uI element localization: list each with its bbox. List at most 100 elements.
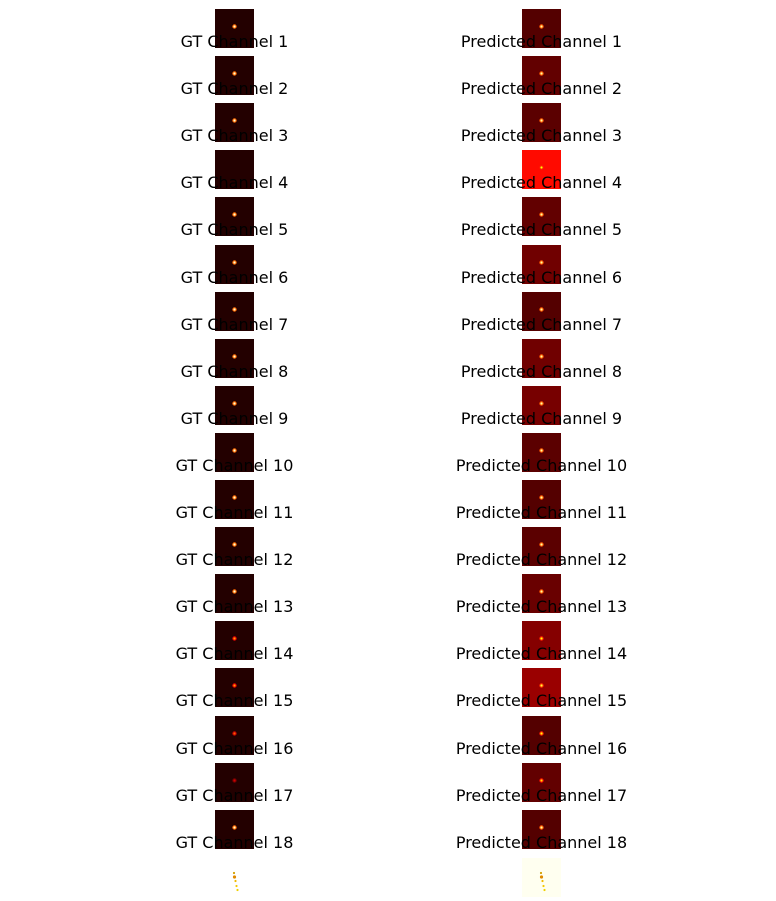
heatmap-peak-layer <box>539 306 544 312</box>
heatmap-peak-layer <box>232 495 237 500</box>
gt-channel-4-title: GT Channel 4 <box>180 173 289 193</box>
gt-channel-7-title: GT Channel 7 <box>180 314 289 334</box>
summary-dots-layer <box>232 871 239 892</box>
predicted-channel-10-title: Predicted Channel 10 <box>455 455 628 475</box>
heatmap-peak-layer <box>539 589 544 594</box>
heatmap-peak-layer <box>232 401 237 406</box>
peak-point <box>540 119 543 122</box>
peak-point <box>233 402 236 405</box>
peak-point <box>540 449 543 452</box>
peak-point <box>233 778 236 782</box>
peak-point <box>540 72 543 75</box>
gt-channel-15-title: GT Channel 15 <box>175 691 294 711</box>
predicted-channel-15-title: Predicted Channel 15 <box>455 691 628 711</box>
gt-channel-17-title: GT Channel 17 <box>175 785 294 805</box>
peak-point <box>233 260 236 264</box>
gt-channel-8-heatmap <box>215 338 254 378</box>
predicted-channel-5-title: Predicted Channel 5 <box>460 220 623 240</box>
gt-channel-7-heatmap <box>215 291 254 331</box>
summary-dot <box>236 888 239 892</box>
peak-point <box>540 166 543 169</box>
gt-channel-2-title: GT Channel 2 <box>180 79 289 99</box>
heatmap-peak-layer <box>539 165 544 170</box>
predicted-channel-18-heatmap <box>522 809 561 849</box>
peak-point <box>233 213 236 216</box>
predicted-channel-18-title: Predicted Channel 18 <box>455 832 628 852</box>
heatmap-peak-layer <box>539 495 544 500</box>
peak-point <box>540 260 543 264</box>
predicted-channel-13-title: Predicted Channel 13 <box>455 597 628 617</box>
peak-point <box>540 307 543 311</box>
peak-point <box>233 637 236 640</box>
peak-point <box>233 119 236 122</box>
predicted-channel-6-heatmap <box>522 244 561 284</box>
gt-channel-6-title: GT Channel 6 <box>180 267 289 287</box>
peak-point <box>540 637 543 640</box>
heatmap-peak-layer <box>539 259 544 265</box>
gt-channel-18-heatmap <box>215 809 254 849</box>
summary-dot <box>235 884 238 888</box>
gt-channel-4-heatmap <box>215 150 254 190</box>
peak-point <box>540 684 543 687</box>
predicted-channel-2-title: Predicted Channel 2 <box>460 79 623 99</box>
heatmap-peak-layer <box>539 401 544 406</box>
gt-channel-1-heatmap <box>215 9 254 48</box>
peak-point <box>540 731 543 735</box>
gt-channel-14-title: GT Channel 14 <box>175 644 294 664</box>
summary-dot <box>543 888 546 892</box>
summary-dot <box>232 871 236 875</box>
predicted-summary-heatmap <box>522 858 561 897</box>
heatmap-peak-layer <box>232 353 237 359</box>
predicted-channel-16-heatmap <box>522 715 561 755</box>
heatmap-peak-layer <box>232 589 237 594</box>
heatmap-peak-layer <box>232 683 237 689</box>
predicted-channel-3-title: Predicted Channel 3 <box>460 126 623 146</box>
predicted-channel-16-title: Predicted Channel 16 <box>455 738 628 758</box>
summary-dot <box>539 875 544 879</box>
predicted-channel-2-heatmap <box>522 56 561 96</box>
peak-point <box>540 25 543 28</box>
heatmap-peak-layer <box>539 636 544 641</box>
peak-point <box>233 307 236 311</box>
heatmap-peak-layer <box>232 636 237 641</box>
gt-channel-18-title: GT Channel 18 <box>175 832 294 852</box>
gt-channel-11-heatmap <box>215 480 254 519</box>
summary-dots-layer <box>539 871 546 892</box>
predicted-channel-1-heatmap <box>522 9 561 48</box>
heatmap-peak-layer <box>232 824 237 830</box>
heatmap-peak-layer <box>539 542 544 547</box>
peak-point <box>540 355 543 358</box>
peak-point <box>233 590 236 593</box>
peak-point <box>540 496 543 499</box>
peak-point <box>233 25 236 28</box>
gt-channel-14-heatmap <box>215 621 254 661</box>
gt-channel-16-title: GT Channel 16 <box>175 738 294 758</box>
predicted-channel-5-heatmap <box>522 197 561 237</box>
predicted-channel-11-heatmap <box>522 480 561 519</box>
heatmap-peak-layer <box>232 118 237 123</box>
heatmap-peak-layer <box>539 683 544 689</box>
peak-point <box>233 72 236 75</box>
gt-channel-15-heatmap <box>215 668 254 708</box>
predicted-channel-9-title: Predicted Channel 9 <box>460 408 623 428</box>
gt-summary-heatmap <box>215 858 254 897</box>
heatmap-peak-layer <box>232 71 237 76</box>
heatmap-peak-layer <box>539 730 544 736</box>
heatmap-peak-layer <box>232 448 237 453</box>
gt-channel-11-title: GT Channel 11 <box>175 503 294 522</box>
gt-channel-3-title: GT Channel 3 <box>180 126 289 146</box>
peak-point <box>540 402 543 405</box>
heatmap-peak-layer <box>539 71 544 76</box>
gt-channel-1-title: GT Channel 1 <box>180 32 289 51</box>
predicted-channel-4-heatmap <box>522 150 561 190</box>
heatmap-peak-layer <box>539 824 544 830</box>
peak-point <box>233 355 236 358</box>
peak-point <box>233 543 236 546</box>
peak-point <box>233 496 236 499</box>
predicted-channel-4-title: Predicted Channel 4 <box>460 173 623 193</box>
gt-channel-10-heatmap <box>215 432 254 472</box>
heatmap-peak-layer <box>539 118 544 123</box>
gt-channel-8-title: GT Channel 8 <box>180 361 289 381</box>
gt-channel-5-title: GT Channel 5 <box>180 220 289 240</box>
